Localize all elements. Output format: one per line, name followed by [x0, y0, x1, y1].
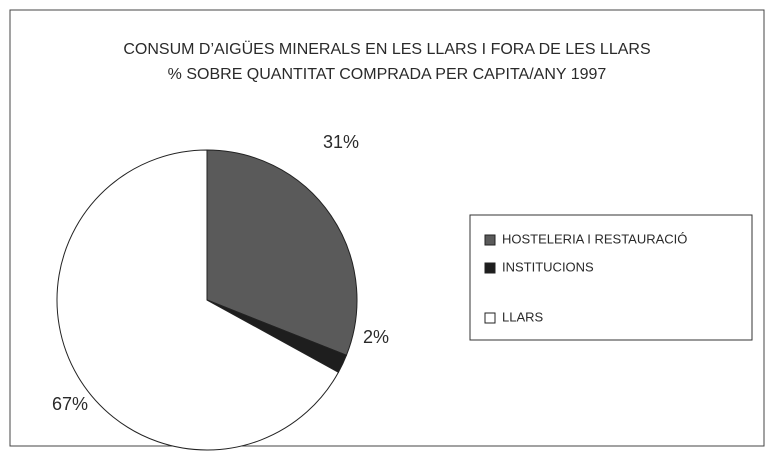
legend-swatch	[484, 234, 496, 246]
legend-label: LLARS	[502, 309, 544, 324]
legend-label: HOSTELERIA I RESTAURACIÓ	[502, 231, 687, 246]
pie-slice	[56, 149, 340, 451]
legend-swatch	[484, 262, 496, 274]
pie-slice	[206, 149, 358, 356]
chart-subtitle: % SOBRE QUANTITAT COMPRADA PER CAPITA/AN…	[168, 66, 607, 83]
data-label: 2%	[363, 327, 389, 347]
legend-box	[469, 214, 753, 341]
chart-title: CONSUM D’AIGÜES MINERALS EN LES LLARS I …	[123, 40, 650, 58]
data-label: 67%	[52, 394, 88, 414]
legend-swatch	[484, 312, 496, 324]
data-label: 31%	[323, 132, 359, 152]
legend-label: INSTITUCIONS	[502, 259, 594, 274]
